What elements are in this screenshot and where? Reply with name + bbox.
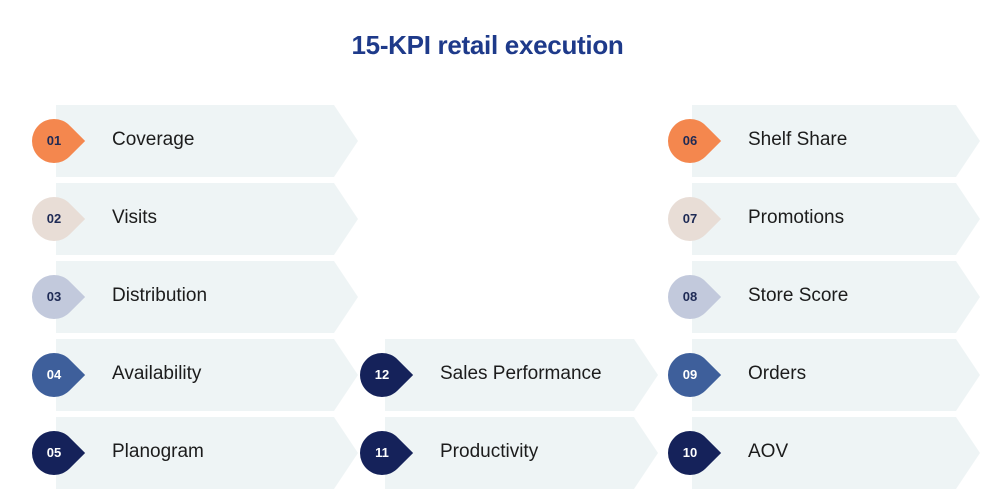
kpi-bar bbox=[56, 417, 358, 489]
kpi-bar bbox=[56, 261, 358, 333]
kpi-bar bbox=[692, 105, 980, 177]
kpi-item-sales-performance: 12 Sales Performance bbox=[350, 339, 658, 411]
kpi-number: 06 bbox=[682, 133, 698, 148]
kpi-number: 03 bbox=[46, 289, 62, 304]
kpi-number: 02 bbox=[46, 211, 62, 226]
kpi-number: 04 bbox=[46, 367, 62, 382]
kpi-label: Distribution bbox=[112, 285, 208, 306]
kpi-label: Planogram bbox=[112, 441, 204, 462]
kpi-bar bbox=[692, 261, 980, 333]
kpi-number: 12 bbox=[374, 367, 390, 382]
kpi-item-aov: 10 AOV bbox=[658, 417, 980, 489]
kpi-label: AOV bbox=[748, 441, 789, 462]
kpi-label: Sales Performance bbox=[440, 363, 602, 384]
kpi-bar bbox=[56, 105, 358, 177]
kpi-bar bbox=[56, 183, 358, 255]
kpi-bar bbox=[692, 183, 980, 255]
kpi-number: 09 bbox=[682, 367, 698, 382]
kpi-bar bbox=[56, 339, 358, 411]
kpi-label: Visits bbox=[112, 207, 158, 228]
kpi-number: 05 bbox=[46, 445, 62, 460]
kpi-item-shelf-share: 06 Shelf Share bbox=[658, 105, 980, 177]
kpi-bar bbox=[385, 339, 658, 411]
kpi-label: Productivity bbox=[440, 441, 539, 462]
kpi-item-visits: 02 Visits bbox=[22, 183, 358, 255]
kpi-number: 10 bbox=[682, 445, 698, 460]
kpi-label: Shelf Share bbox=[748, 129, 848, 150]
kpi-label: Store Score bbox=[748, 285, 849, 306]
kpi-number: 08 bbox=[682, 289, 698, 304]
kpi-bar bbox=[692, 339, 980, 411]
kpi-number: 11 bbox=[375, 445, 389, 460]
kpi-item-orders: 09 Orders bbox=[658, 339, 980, 411]
diagram-title: 15-KPI retail execution bbox=[351, 30, 624, 60]
kpi-item-promotions: 07 Promotions bbox=[658, 183, 980, 255]
kpi-item-distribution: 03 Distribution bbox=[22, 261, 358, 333]
kpi-bar bbox=[692, 417, 980, 489]
kpi-label: Availability bbox=[112, 363, 202, 384]
kpi-item-availability: 04 Availability bbox=[22, 339, 358, 411]
kpi-item-coverage: 01 Coverage bbox=[22, 105, 358, 177]
kpi-item-store-score: 08 Store Score bbox=[658, 261, 980, 333]
kpi-number: 01 bbox=[46, 133, 62, 148]
kpi-item-planogram: 05 Planogram bbox=[22, 417, 358, 489]
kpi-item-productivity: 11 Productivity bbox=[350, 417, 658, 489]
kpi-label: Coverage bbox=[112, 129, 195, 150]
kpi-bar bbox=[385, 417, 658, 489]
kpi-number: 07 bbox=[682, 211, 698, 226]
kpi-label: Promotions bbox=[748, 207, 845, 228]
kpi-label: Orders bbox=[748, 363, 807, 384]
